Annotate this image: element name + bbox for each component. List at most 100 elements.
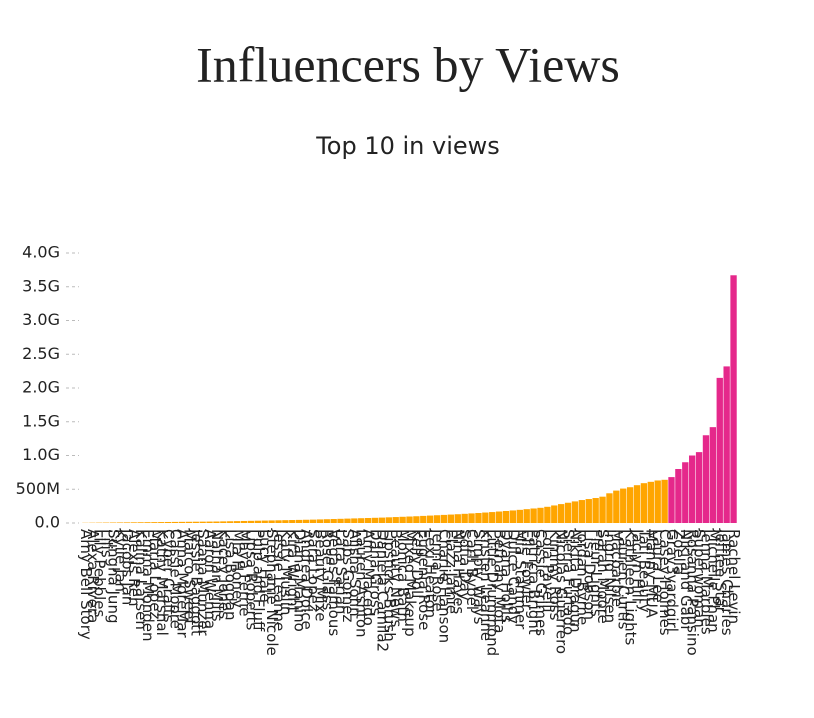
x-tick-label: Eugenia Rose — [415, 529, 433, 630]
x-tick-label: Lexi Heaton — [422, 529, 440, 618]
x-tick-label: Maya Ferrie — [236, 529, 254, 616]
x-tick-label: Beauty News — [387, 529, 405, 627]
x-tick-label: Alexis Ren — [125, 529, 143, 607]
bar — [358, 518, 365, 523]
x-tick-label: Grav3yardgirl — [663, 529, 681, 632]
x-tick-label: Niki and Gabi — [677, 529, 695, 630]
bar — [261, 520, 268, 523]
bar — [668, 477, 675, 523]
bar — [475, 513, 482, 523]
bar — [620, 488, 627, 523]
y-tick-label: 0.0 — [35, 513, 60, 532]
bar — [489, 512, 496, 523]
x-tick-label: Diana Manino — [291, 529, 309, 632]
bar — [675, 469, 682, 523]
x-tick-label: Dulce Candy — [504, 529, 522, 624]
bar — [165, 521, 172, 523]
x-tick-label: Jenna Marbles — [697, 528, 715, 635]
x-tick-label: Simply Ways — [470, 529, 488, 625]
bar — [613, 490, 620, 523]
x-tick-label: Monica Bath — [394, 529, 412, 622]
x-tick-label: Jacobs Jan — [118, 528, 136, 605]
x-tick-label: Aaron Wenna — [201, 529, 219, 629]
x-tick-label: Superwoman — [691, 529, 709, 628]
x-tick-label: Jaclyn Hill — [629, 528, 647, 602]
x-tick-label: Manny MUA — [642, 529, 660, 619]
x-tick-label: Beauty Mixe — [311, 529, 329, 622]
bar — [268, 520, 275, 523]
x-tick-label: Mia Stammer — [511, 529, 529, 630]
x-tick-label: Amy Macedo — [360, 529, 378, 626]
x-tick-label: Alexa Rivera — [84, 529, 102, 623]
x-tick-label: Pulp and Fluff — [249, 529, 267, 632]
bar — [585, 499, 592, 523]
x-tick-label: Patricia Bright — [525, 529, 543, 635]
bar — [537, 507, 544, 523]
bar — [723, 366, 730, 523]
y-tick-label: 3.0G — [22, 310, 60, 329]
x-tick-label: Sungha Jung — [105, 529, 123, 623]
x-tick-label: Macbarbie — [608, 529, 626, 607]
x-tick-label: Kylie Jan — [111, 529, 129, 592]
bar — [323, 519, 330, 523]
bar — [702, 435, 710, 523]
x-tick-label: Casey Holmes — [656, 529, 674, 636]
bar — [571, 501, 579, 523]
x-tick-label: Lily Pebbles — [91, 529, 109, 618]
bar — [509, 510, 517, 523]
x-tick-label: Ingrid Nilsen — [601, 529, 619, 623]
x-tick-label: James Charles — [718, 528, 736, 636]
bar — [709, 427, 717, 523]
bar — [206, 521, 213, 523]
y-tick-label: 1.0G — [22, 445, 60, 464]
bar — [282, 520, 289, 523]
x-tick-label: Vegas Famous — [325, 529, 343, 636]
bar — [599, 496, 606, 523]
bar — [275, 520, 282, 523]
bar — [468, 513, 475, 523]
x-tick-label: Laura Lee — [649, 529, 667, 603]
bar — [551, 505, 558, 523]
bar — [227, 521, 234, 523]
bar — [151, 522, 158, 523]
bar — [220, 521, 227, 523]
x-tick-label: Sabs Gomez — [339, 529, 357, 622]
bar — [399, 516, 406, 523]
x-tick-label: Jessie Baggott — [187, 528, 205, 636]
x-tick-label: Dana Gross — [367, 529, 385, 616]
bar — [123, 522, 130, 523]
x-tick-label: Nicolas Guerrero — [553, 529, 571, 654]
x-tick-label: Sierra Furtado — [560, 529, 578, 635]
bar — [309, 519, 317, 523]
x-tick-label: Little Drummond — [484, 529, 502, 656]
x-tick-label: Mia Honey — [229, 529, 247, 608]
x-tick-label: Cyber Crafts — [160, 529, 178, 623]
bar — [523, 509, 530, 523]
bar — [544, 506, 551, 523]
bar — [178, 521, 186, 523]
x-tick-label: Kelly Doll — [408, 529, 426, 598]
bar — [447, 514, 455, 523]
bar — [392, 517, 399, 523]
bar — [530, 508, 537, 523]
x-tick-label: Alisha Sohn — [346, 529, 364, 617]
y-tick-label: 2.5G — [22, 344, 60, 363]
bar — [385, 517, 392, 523]
bar — [289, 520, 296, 523]
bar — [647, 481, 654, 523]
x-tick-label: Lucy Hale — [256, 529, 274, 602]
bar — [689, 455, 696, 523]
bar — [654, 480, 661, 523]
y-tick-label: 4.0G — [22, 243, 60, 262]
bar — [661, 479, 668, 523]
x-tick-label: Tati Beauty — [635, 528, 653, 613]
x-tick-label: Lisa Bogdan — [222, 529, 240, 621]
x-tick-label: Anna MoreMar — [173, 529, 191, 639]
x-tick-label: Lipsa Roberts — [242, 529, 260, 631]
y-tick-label: 2.0G — [22, 378, 60, 397]
bar — [254, 520, 261, 523]
x-tick-label: Saana Munzer — [194, 529, 212, 636]
bar — [185, 521, 193, 523]
bar — [695, 452, 703, 523]
